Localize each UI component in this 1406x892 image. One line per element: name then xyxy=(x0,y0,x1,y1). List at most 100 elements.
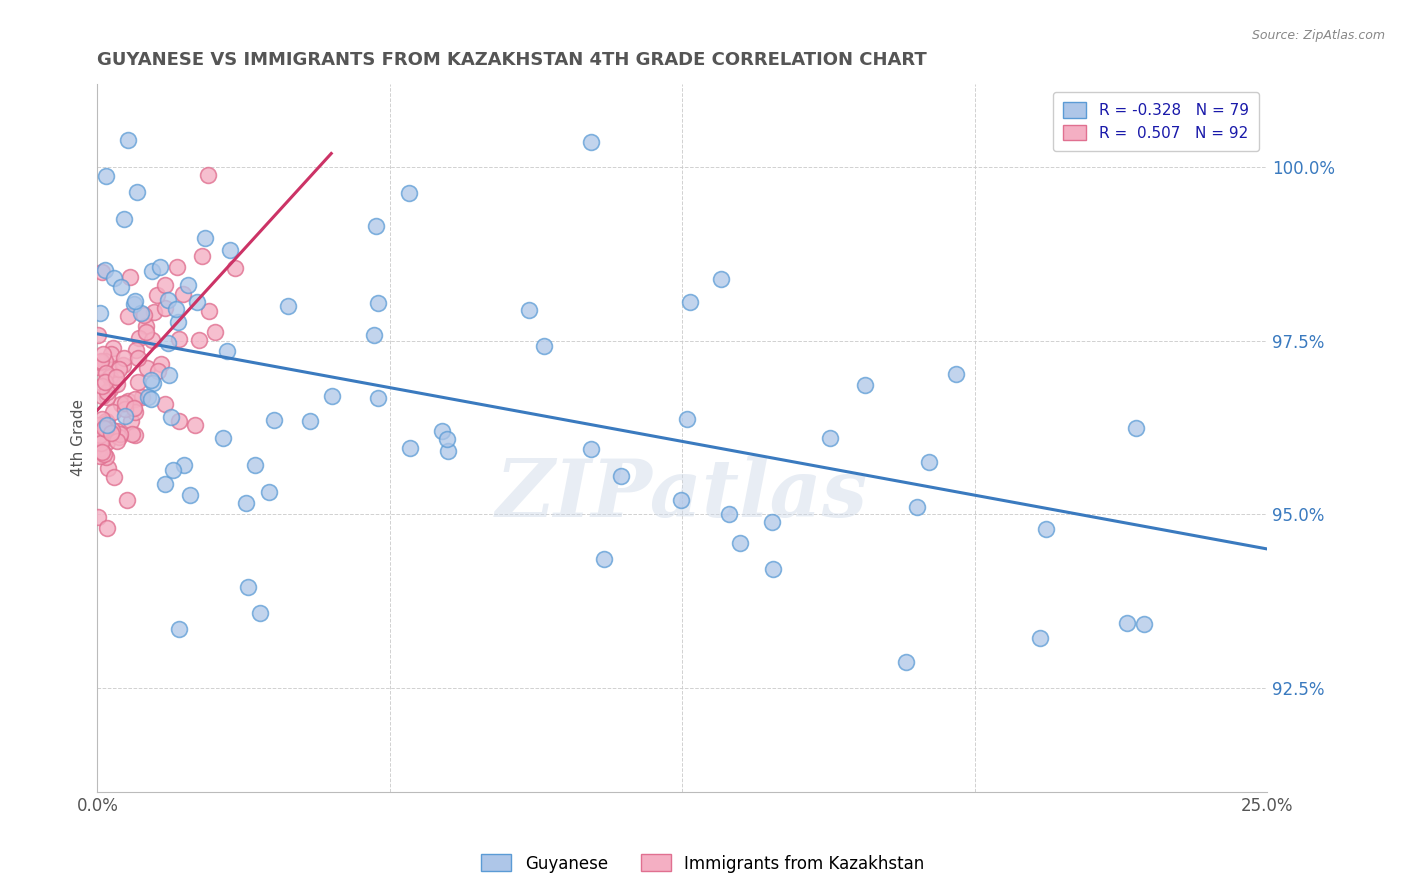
Point xyxy=(114,409,136,423)
Point xyxy=(581,442,603,456)
Point xyxy=(179,488,201,502)
Point xyxy=(117,393,139,408)
Point xyxy=(122,401,145,416)
Point xyxy=(96,422,118,436)
Point xyxy=(197,168,219,182)
Point xyxy=(149,260,172,274)
Point xyxy=(430,424,453,438)
Point xyxy=(136,390,159,404)
Point xyxy=(94,169,117,183)
Point xyxy=(172,287,194,301)
Point xyxy=(257,484,280,499)
Point xyxy=(679,294,702,309)
Point xyxy=(100,425,122,440)
Point xyxy=(98,382,121,396)
Point xyxy=(398,186,420,200)
Point xyxy=(108,427,131,442)
Point xyxy=(124,392,146,406)
Point xyxy=(107,430,129,444)
Point xyxy=(160,410,183,425)
Point xyxy=(91,412,114,426)
Point xyxy=(135,325,157,339)
Point xyxy=(91,389,114,403)
Point xyxy=(1029,631,1052,645)
Point xyxy=(89,449,111,463)
Point xyxy=(94,354,117,368)
Point xyxy=(121,426,143,441)
Point xyxy=(135,360,157,375)
Point xyxy=(363,327,385,342)
Point xyxy=(98,370,121,384)
Point xyxy=(87,445,110,459)
Point xyxy=(236,580,259,594)
Point xyxy=(150,357,173,371)
Legend: Guyanese, Immigrants from Kazakhstan: Guyanese, Immigrants from Kazakhstan xyxy=(475,847,931,880)
Point xyxy=(184,417,207,432)
Point xyxy=(146,288,169,302)
Point xyxy=(131,306,153,320)
Point xyxy=(101,341,124,355)
Point xyxy=(191,249,214,263)
Point xyxy=(114,402,136,417)
Point xyxy=(153,476,176,491)
Point xyxy=(166,260,188,275)
Point xyxy=(120,414,142,428)
Point xyxy=(367,391,389,405)
Point xyxy=(112,351,135,366)
Point xyxy=(89,306,111,320)
Point xyxy=(249,606,271,620)
Point xyxy=(110,397,132,411)
Point xyxy=(153,278,176,293)
Point xyxy=(93,375,115,389)
Point xyxy=(167,315,190,329)
Text: GUYANESE VS IMMIGRANTS FROM KAZAKHSTAN 4TH GRADE CORRELATION CHART: GUYANESE VS IMMIGRANTS FROM KAZAKHSTAN 4… xyxy=(97,51,927,69)
Point xyxy=(277,299,299,313)
Point xyxy=(157,368,180,382)
Point xyxy=(91,347,114,361)
Point xyxy=(134,308,156,322)
Point xyxy=(135,319,157,334)
Point xyxy=(125,343,148,357)
Point xyxy=(127,375,149,389)
Point xyxy=(762,562,785,576)
Point xyxy=(108,361,131,376)
Point xyxy=(173,458,195,472)
Point xyxy=(103,470,125,484)
Point xyxy=(105,369,128,384)
Point xyxy=(917,455,939,469)
Point xyxy=(1116,615,1139,630)
Point xyxy=(148,364,170,378)
Legend: R = -0.328   N = 79, R =  0.507   N = 92: R = -0.328 N = 79, R = 0.507 N = 92 xyxy=(1053,92,1260,152)
Point xyxy=(131,390,153,404)
Point xyxy=(124,294,146,309)
Point xyxy=(219,243,242,257)
Point xyxy=(907,500,929,514)
Point xyxy=(263,413,285,427)
Point xyxy=(96,521,118,535)
Point xyxy=(96,450,118,464)
Point xyxy=(593,551,616,566)
Point xyxy=(156,293,179,307)
Point xyxy=(90,354,112,368)
Point xyxy=(97,460,120,475)
Point xyxy=(87,359,110,374)
Point xyxy=(127,185,149,199)
Point xyxy=(155,397,177,411)
Point xyxy=(533,338,555,352)
Point xyxy=(97,359,120,374)
Point xyxy=(127,351,149,365)
Point xyxy=(235,496,257,510)
Point xyxy=(96,417,118,432)
Point xyxy=(101,423,124,437)
Point xyxy=(96,416,118,430)
Point xyxy=(90,435,112,450)
Point xyxy=(143,305,166,319)
Point xyxy=(820,431,842,445)
Point xyxy=(118,270,141,285)
Point xyxy=(169,414,191,428)
Point xyxy=(367,295,389,310)
Point xyxy=(89,418,111,433)
Point xyxy=(89,436,111,450)
Point xyxy=(211,431,233,445)
Point xyxy=(112,359,135,373)
